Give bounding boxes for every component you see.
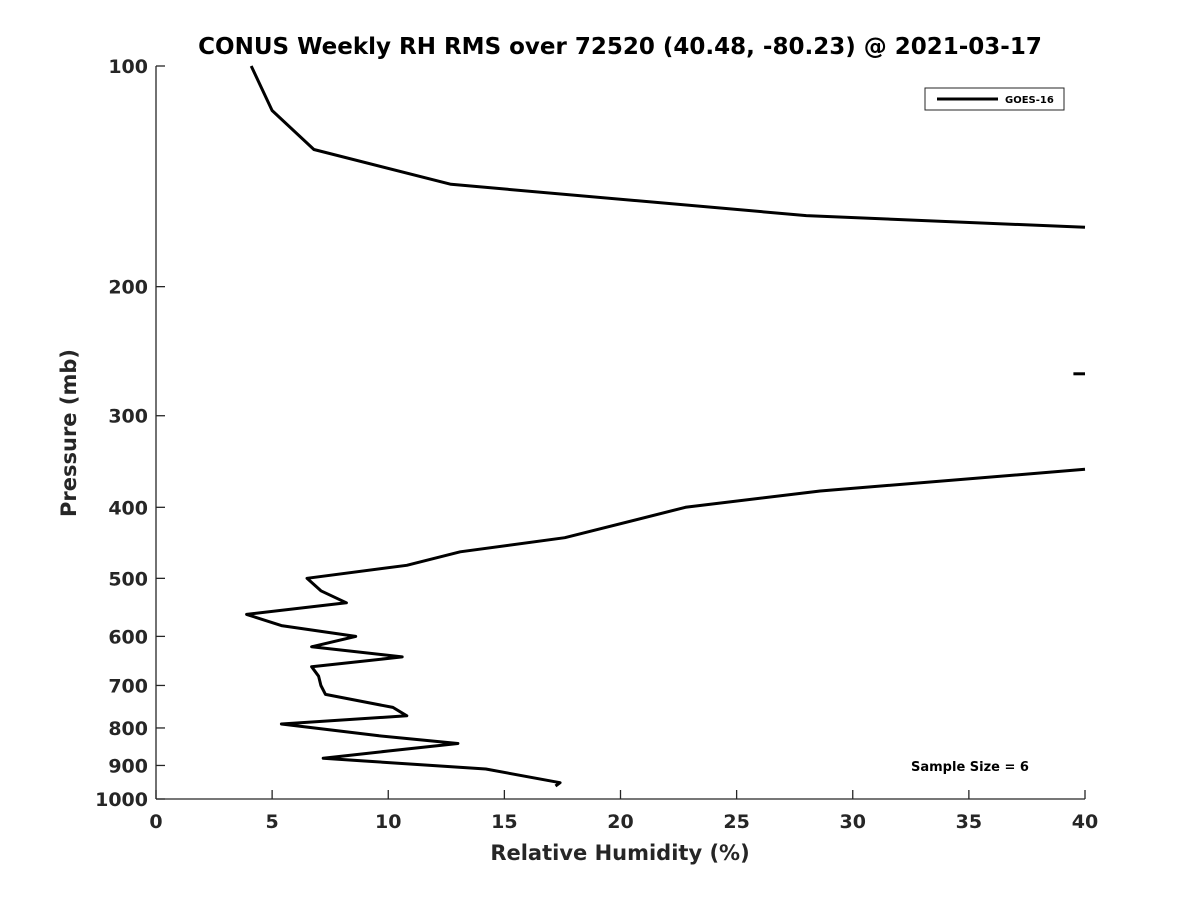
sample-size-annotation: Sample Size = 6 xyxy=(911,760,1029,775)
y-tick-label: 800 xyxy=(108,718,148,740)
y-tick-label: 500 xyxy=(108,568,148,590)
x-tick-label: 35 xyxy=(956,811,982,833)
y-tick-label: 1000 xyxy=(95,789,148,811)
x-tick-label: 40 xyxy=(1072,811,1098,833)
plot-series-goes-16 xyxy=(245,65,1086,788)
series-line-segment xyxy=(249,65,1086,229)
x-tick-label: 20 xyxy=(607,811,633,833)
y-axis-ticks: 100 200 300 400 500 600 700 800 900 1000 xyxy=(95,56,165,811)
x-tick-label: 15 xyxy=(491,811,517,833)
legend-label-goes-16: GOES-16 xyxy=(1005,95,1054,106)
y-tick-label: 600 xyxy=(108,626,148,648)
x-tick-label: 10 xyxy=(375,811,401,833)
chart-title: CONUS Weekly RH RMS over 72520 (40.48, -… xyxy=(198,34,1042,60)
x-tick-label: 30 xyxy=(840,811,866,833)
x-axis-ticks: 0 5 10 15 20 25 30 35 40 xyxy=(149,790,1098,833)
x-tick-label: 25 xyxy=(723,811,749,833)
y-tick-label: 700 xyxy=(108,675,148,697)
y-axis-label: Pressure (mb) xyxy=(57,349,81,517)
series-line-segment xyxy=(245,467,1086,788)
x-tick-label: 0 xyxy=(149,811,162,833)
y-tick-label: 900 xyxy=(108,755,148,777)
x-tick-label: 5 xyxy=(266,811,279,833)
y-tick-label: 400 xyxy=(108,497,148,519)
legend: GOES-16 xyxy=(924,87,1065,111)
y-tick-label: 100 xyxy=(108,56,148,78)
y-tick-label: 300 xyxy=(108,406,148,428)
x-axis-label: Relative Humidity (%) xyxy=(490,841,749,865)
y-tick-label: 200 xyxy=(108,277,148,299)
